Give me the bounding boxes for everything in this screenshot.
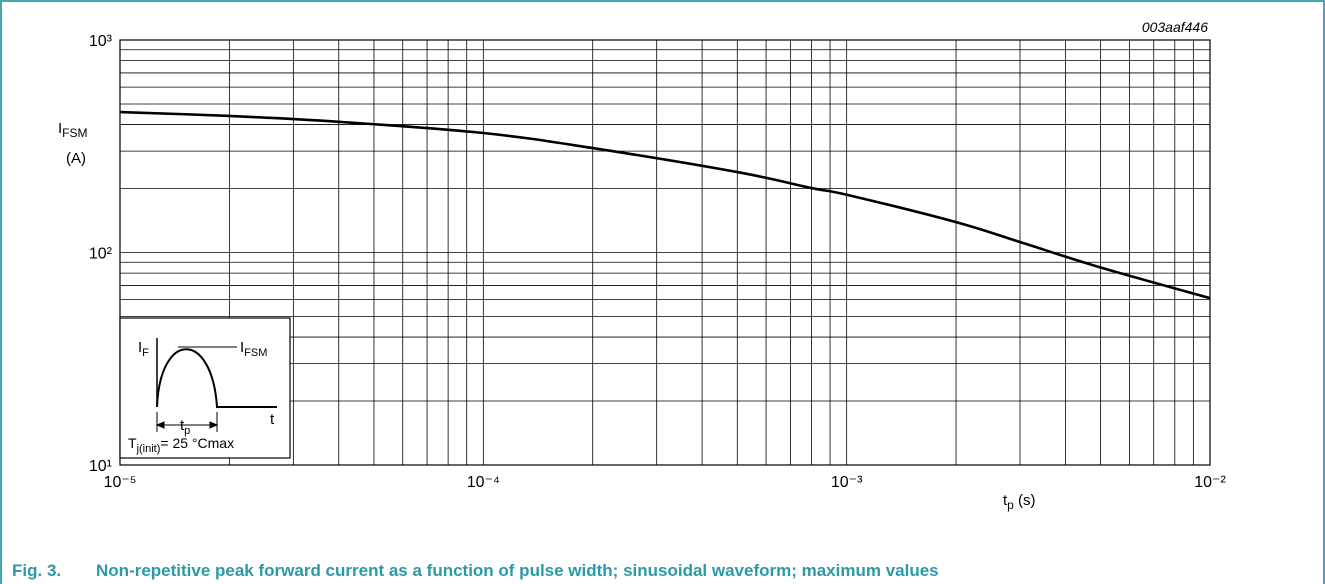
y-tick-label: 10² xyxy=(89,246,113,263)
x-label-sub: p xyxy=(1007,498,1014,512)
inset-tj: Tj(init)= 25 °Cmax xyxy=(128,435,234,455)
x-label-main: t xyxy=(1003,492,1008,509)
t: I xyxy=(240,339,244,356)
inset-ifsm: IFSM xyxy=(240,339,267,359)
x-tick-label: 10⁻⁴ xyxy=(467,474,500,491)
y-axis-label: IFSM xyxy=(58,120,88,140)
x-tick-label: 10⁻³ xyxy=(831,474,863,491)
t: T xyxy=(128,435,137,451)
caption-text: Non-repetitive peak forward current as a… xyxy=(96,561,939,580)
t: t xyxy=(180,417,185,434)
t: F xyxy=(142,347,149,359)
inset-if: IF xyxy=(138,339,149,359)
y-tick-label: 10¹ xyxy=(89,458,112,475)
inset: IF IFSM tp t Tj(init)= 25 °Cmax xyxy=(119,317,291,459)
t: = 25 °Cmax xyxy=(160,435,234,451)
inset-pulse xyxy=(156,348,277,408)
inset-arrow xyxy=(155,421,219,429)
caption-number: Fig. 3. xyxy=(12,561,61,580)
y-tick-label: 10³ xyxy=(89,33,113,50)
inset-box xyxy=(119,317,291,459)
y-label-main: I xyxy=(58,120,62,137)
x-label-unit: (s) xyxy=(1014,492,1036,509)
inset-t: t xyxy=(270,411,275,428)
x-tick-label: 10⁻⁵ xyxy=(104,474,137,491)
t: j(init) xyxy=(136,443,161,455)
plot-border xyxy=(119,39,1211,466)
t: FSM xyxy=(244,347,267,359)
inset-tp: tp xyxy=(180,417,190,437)
x-axis-label: tp (s) xyxy=(1003,492,1036,512)
curve xyxy=(119,110,1211,300)
t: p xyxy=(184,425,190,437)
figure-code: 003aaf446 xyxy=(1142,19,1208,35)
x-tick-label: 10⁻² xyxy=(1194,474,1226,491)
y-axis-unit: (A) xyxy=(66,150,86,167)
y-label-sub: FSM xyxy=(62,126,87,140)
t: I xyxy=(138,339,142,356)
